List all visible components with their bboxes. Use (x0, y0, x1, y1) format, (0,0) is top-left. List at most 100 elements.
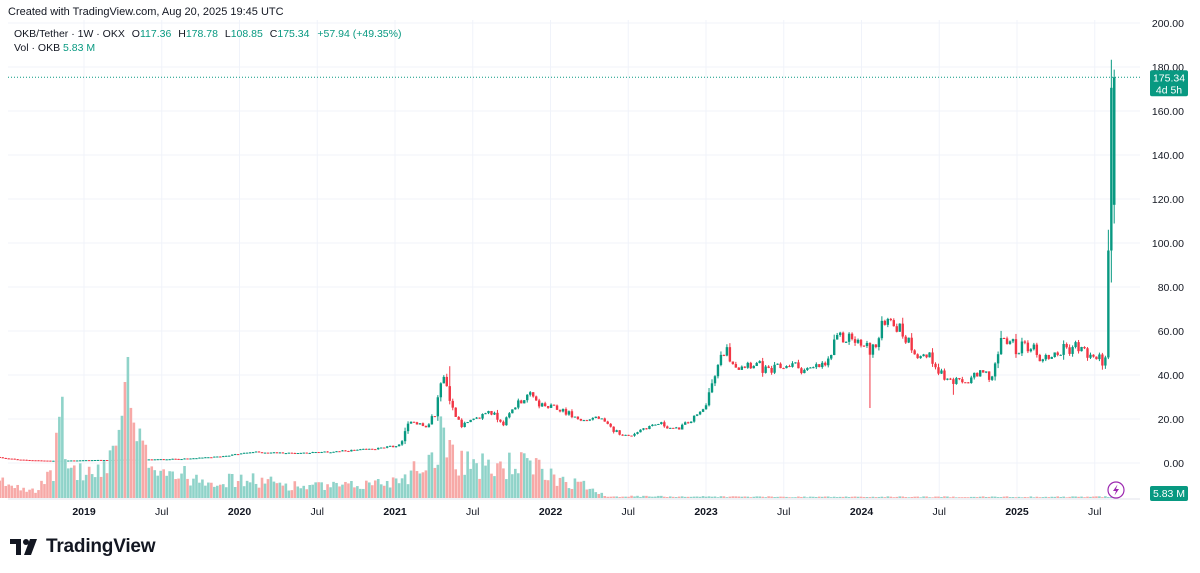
candle-body[interactable] (299, 452, 302, 454)
candle-body[interactable] (87, 460, 91, 462)
candle-body[interactable] (987, 371, 991, 380)
candle-body[interactable] (615, 430, 618, 432)
candle-body[interactable] (955, 378, 958, 384)
candle-body[interactable] (532, 392, 535, 397)
candle-body[interactable] (353, 449, 356, 451)
candle-body[interactable] (830, 355, 833, 359)
candle-body[interactable] (904, 336, 907, 343)
candle-body[interactable] (618, 430, 621, 435)
candle-body[interactable] (374, 449, 377, 451)
candle-body[interactable] (815, 364, 818, 368)
candle-body[interactable] (841, 332, 845, 343)
candle-body[interactable] (79, 460, 82, 462)
candle-body[interactable] (713, 376, 717, 384)
candle-body[interactable] (1029, 349, 1033, 352)
candle-body[interactable] (195, 458, 198, 460)
candle-body[interactable] (633, 433, 636, 436)
candle-body[interactable] (430, 416, 434, 425)
candle-body[interactable] (517, 400, 520, 408)
candle-body[interactable] (681, 424, 684, 430)
candle-body[interactable] (448, 386, 451, 401)
candle-body[interactable] (478, 417, 481, 419)
candle-body[interactable] (728, 347, 732, 362)
candle-body[interactable] (806, 368, 809, 370)
candle-body[interactable] (546, 406, 550, 408)
candle-body[interactable] (236, 454, 240, 456)
candle-body[interactable] (99, 459, 103, 461)
candle-body[interactable] (770, 367, 773, 373)
candle-body[interactable] (523, 400, 526, 404)
candle-body[interactable] (284, 453, 288, 455)
candle-body[interactable] (576, 416, 580, 420)
candle-body[interactable] (222, 456, 225, 458)
candle-body[interactable] (698, 411, 702, 415)
candle-body[interactable] (865, 342, 869, 347)
candle-body[interactable] (90, 460, 94, 462)
candle-body[interactable] (31, 460, 34, 462)
candle-body[interactable] (758, 361, 761, 364)
candle-body[interactable] (526, 394, 529, 401)
candle-body[interactable] (779, 363, 782, 369)
candle-body[interactable] (451, 400, 454, 408)
candle-body[interactable] (320, 452, 323, 454)
candle-body[interactable] (204, 457, 207, 459)
candle-body[interactable] (1050, 356, 1053, 359)
candle-body[interactable] (496, 412, 499, 420)
candle-body[interactable] (612, 426, 615, 432)
candle-body[interactable] (1107, 250, 1110, 358)
candle-body[interactable] (156, 459, 159, 461)
candle-body[interactable] (293, 452, 296, 454)
candle-body[interactable] (588, 419, 592, 421)
candle-body[interactable] (880, 320, 884, 339)
candle-body[interactable] (731, 361, 735, 365)
candle-body[interactable] (520, 400, 523, 404)
candle-body[interactable] (981, 370, 985, 373)
candle-body[interactable] (824, 362, 827, 366)
candle-body[interactable] (332, 451, 335, 453)
candle-body[interactable] (93, 460, 97, 462)
candle-body[interactable] (508, 413, 511, 418)
candle-body[interactable] (827, 358, 830, 366)
candle-body[interactable] (186, 458, 189, 460)
candle-body[interactable] (868, 342, 872, 355)
candle-body[interactable] (558, 409, 562, 412)
candle-body[interactable] (46, 460, 49, 462)
candle-body[interactable] (707, 392, 711, 406)
candle-body[interactable] (678, 427, 681, 430)
candle-body[interactable] (1110, 87, 1113, 251)
candle-body[interactable] (660, 422, 663, 425)
candle-body[interactable] (740, 366, 744, 370)
candle-body[interactable] (946, 378, 949, 380)
candle-body[interactable] (421, 423, 425, 426)
candle-body[interactable] (1083, 346, 1086, 349)
candle-body[interactable] (198, 457, 201, 459)
candle-body[interactable] (1095, 356, 1098, 360)
candle-body[interactable] (4, 457, 7, 459)
candle-body[interactable] (365, 448, 368, 450)
candle-body[interactable] (767, 366, 770, 368)
candle-body[interactable] (490, 411, 493, 415)
candle-body[interactable] (901, 323, 904, 337)
candle-body[interactable] (290, 452, 294, 454)
candle-body[interactable] (701, 409, 705, 412)
candle-body[interactable] (323, 451, 326, 453)
candle-body[interactable] (591, 417, 595, 420)
candle-body[interactable] (171, 458, 174, 460)
candle-body[interactable] (356, 449, 359, 451)
candle-body[interactable] (263, 452, 267, 454)
candle-body[interactable] (907, 337, 910, 343)
candle-body[interactable] (1056, 352, 1059, 355)
candle-body[interactable] (892, 320, 895, 327)
candle-body[interactable] (281, 452, 285, 454)
candle-body[interactable] (603, 418, 606, 422)
candle-body[interactable] (654, 424, 657, 426)
candle-body[interactable] (898, 323, 901, 332)
candle-body[interactable] (692, 415, 696, 422)
candle-body[interactable] (585, 420, 589, 422)
candle-body[interactable] (192, 458, 195, 460)
candle-body[interactable] (257, 451, 261, 453)
candle-body[interactable] (874, 344, 878, 348)
candle-body[interactable] (10, 458, 13, 460)
candle-body[interactable] (67, 460, 70, 462)
